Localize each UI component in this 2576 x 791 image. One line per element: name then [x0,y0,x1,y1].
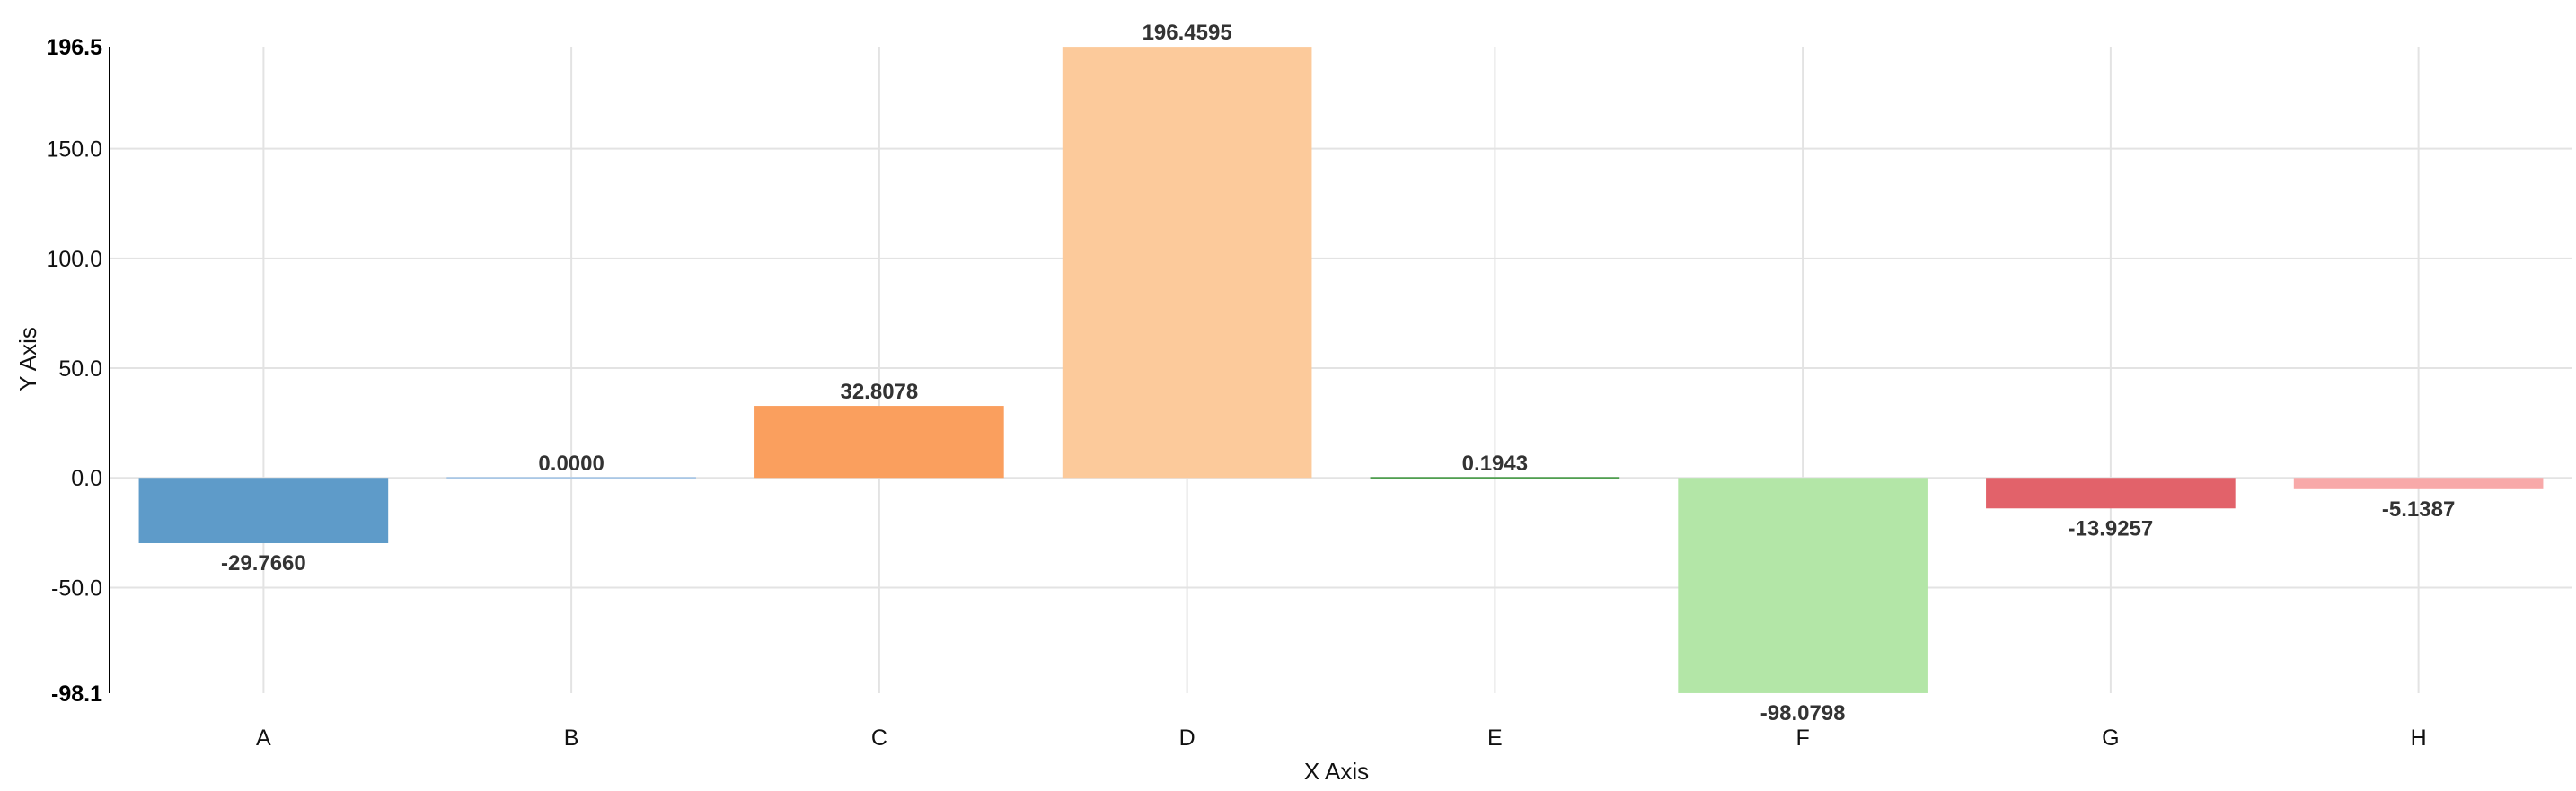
axis-layer: -50.0 0.0 50.0 100.0 150.0 -98.1 196.5 A B C D E F G H [46,35,2426,751]
x-tick-label: C [871,725,887,751]
bar-h [2293,478,2544,489]
data-label: 0.0000 [538,452,604,476]
y-axis-max-label: 196.5 [46,35,102,60]
x-tick-label: D [1179,725,1195,751]
bars-layer [138,47,2544,693]
bar-a [138,478,389,543]
x-tick-label: H [2411,725,2427,751]
y-tick-label: 50.0 [58,356,102,382]
data-label: 32.8078 [840,380,918,404]
y-axis-title: Y Axis [14,327,41,391]
bar-d [1062,47,1312,479]
y-axis-min-label: -98.1 [51,681,102,707]
x-axis-title: X Axis [1304,758,1369,785]
data-label: 196.4595 [1142,21,1232,45]
data-label: -98.0798 [1760,701,1846,725]
x-tick-label: B [564,725,579,751]
bar-f [1678,478,1928,693]
x-tick-label: E [1487,725,1503,751]
bar-b [446,477,696,479]
data-label: 0.1943 [1462,452,1528,476]
data-label: -5.1387 [2382,497,2455,522]
y-tick-label: 150.0 [46,137,102,163]
x-tick-label: F [1795,725,1809,751]
bar-c [754,406,1004,479]
labels-layer: -29.7660 0.0000 32.8078 196.4595 0.1943 -98.0… [221,21,2455,725]
grid-layer [110,47,2572,693]
y-tick-label: 100.0 [46,247,102,272]
y-tick-label: -50.0 [51,576,102,601]
data-label: -13.9257 [2069,516,2154,541]
y-tick-label: 0.0 [71,466,102,491]
data-label: -29.7660 [221,551,306,576]
bar-g [1986,478,2236,509]
bar-e [1370,477,1620,479]
x-tick-label: G [2102,725,2119,751]
x-tick-label: A [256,725,271,751]
